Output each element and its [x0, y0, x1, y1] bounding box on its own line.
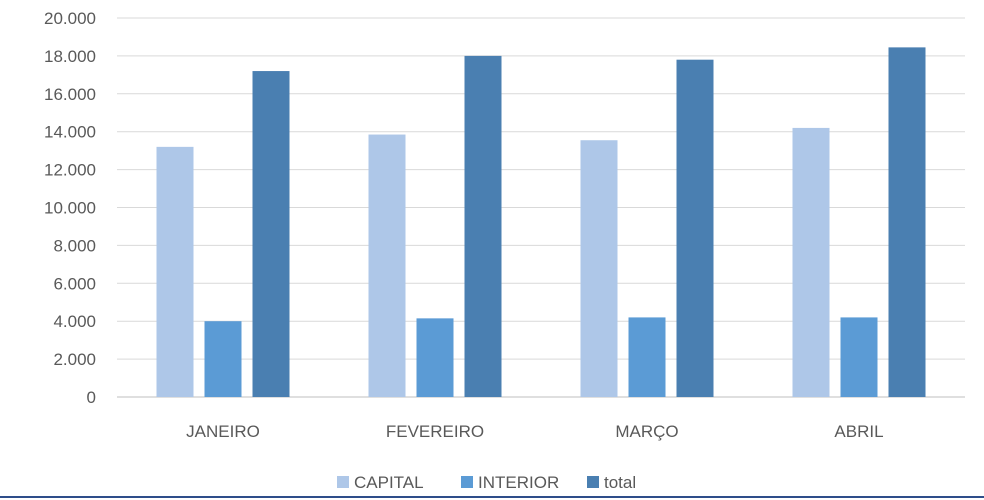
y-tick-label: 8.000 [53, 236, 96, 255]
y-tick-label: 14.000 [44, 123, 96, 142]
x-axis-category-labels: JANEIRO FEVEREIRO MARÇO ABRIL [186, 422, 883, 441]
y-tick-label: 2.000 [53, 350, 96, 369]
x-category-label: FEVEREIRO [386, 422, 484, 441]
bars [156, 47, 926, 398]
legend-label: total [604, 473, 636, 492]
legend-item-capital: CAPITAL [337, 473, 424, 492]
bar-interior-janeiro [204, 321, 242, 397]
bar-total-março [676, 59, 714, 397]
x-category-label: JANEIRO [186, 422, 260, 441]
legend-label: CAPITAL [354, 473, 424, 492]
legend: CAPITAL INTERIOR total [337, 473, 636, 492]
x-category-label: MARÇO [615, 422, 678, 441]
bar-capital-março [580, 140, 618, 398]
y-tick-label: 16.000 [44, 85, 96, 104]
bar-capital-fevereiro [368, 134, 406, 398]
gridlines [117, 17, 965, 398]
legend-item-interior: INTERIOR [461, 473, 559, 492]
bar-interior-fevereiro [416, 318, 454, 397]
bar-interior-abril [840, 317, 878, 397]
x-category-label: ABRIL [834, 422, 883, 441]
y-axis-tick-labels: 0 2.000 4.000 6.000 8.000 10.000 12.000 14.000 1… [44, 9, 96, 407]
bar-total-fevereiro [464, 55, 502, 398]
y-tick-label: 6.000 [53, 274, 96, 293]
y-tick-label: 12.000 [44, 161, 96, 180]
legend-swatch [461, 476, 473, 488]
bar-total-janeiro [252, 71, 290, 397]
legend-swatch [337, 476, 349, 488]
y-tick-label: 0 [87, 388, 96, 407]
legend-item-total: total [587, 473, 636, 492]
y-tick-label: 18.000 [44, 47, 96, 66]
bar-total-abril [888, 47, 926, 398]
y-tick-label: 4.000 [53, 312, 96, 331]
y-tick-label: 20.000 [44, 9, 96, 28]
bar-capital-janeiro [156, 146, 194, 397]
legend-swatch [587, 476, 599, 488]
y-tick-label: 10.000 [44, 199, 96, 218]
bar-capital-abril [792, 127, 830, 397]
bar-interior-março [628, 317, 666, 397]
legend-label: INTERIOR [478, 473, 559, 492]
